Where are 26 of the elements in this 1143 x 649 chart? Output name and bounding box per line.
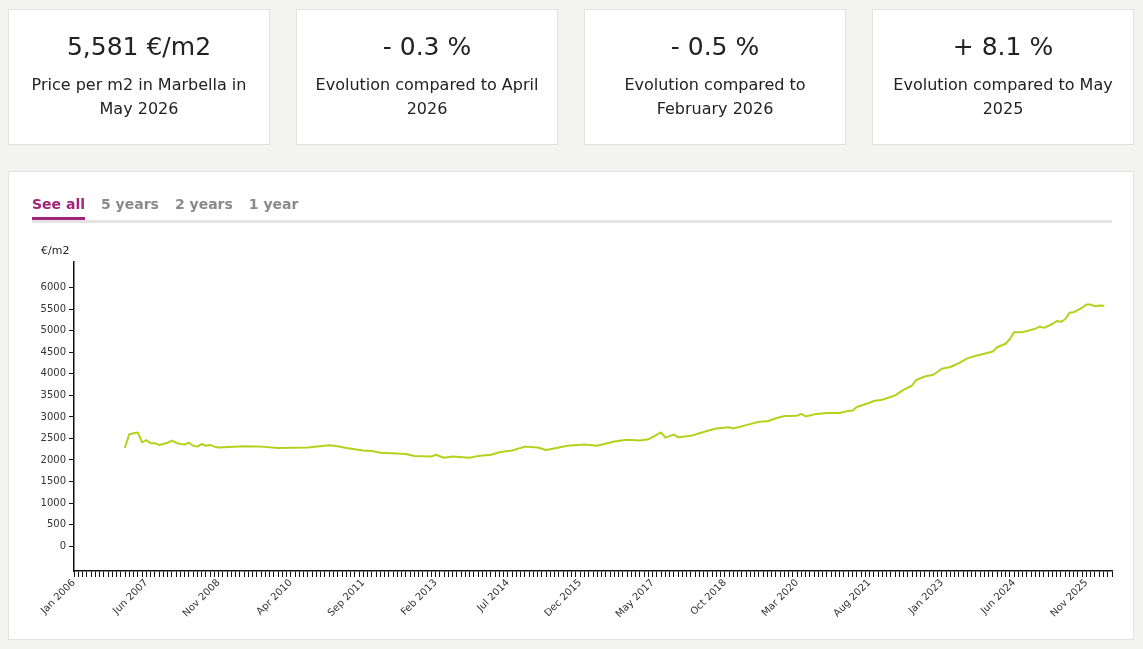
y-tick-label: 0: [59, 539, 66, 551]
y-tick-label: 4000: [40, 367, 66, 379]
y-tick-label: 1000: [40, 496, 66, 508]
y-tick-label: 3500: [40, 389, 66, 401]
y-tick-label: 2500: [40, 432, 66, 444]
text: Evolution compared to May 2025: [892, 74, 1114, 120]
text: 1 year: [248, 196, 299, 214]
y-tick-label: 4500: [40, 345, 66, 357]
text: 5,581 €/m2: [65, 32, 213, 61]
text: Evolution compared to April 2026: [314, 74, 540, 120]
text: 2 years: [174, 196, 233, 214]
y-axis-title: €/m2: [41, 244, 70, 257]
text: + 8.1 %: [951, 32, 1055, 61]
text: 5 years: [101, 196, 159, 214]
text: - 0.5 %: [669, 32, 761, 61]
y-tick-label: 2000: [40, 453, 66, 465]
text: Price per m2 in Marbella in May 2026: [30, 74, 248, 120]
text: Evolution compared to February 2026: [623, 74, 807, 120]
y-tick-label: 5000: [40, 324, 66, 336]
y-tick-label: 500: [46, 518, 66, 530]
y-tick-label: 3000: [40, 410, 66, 422]
y-tick-label: 6000: [40, 281, 66, 293]
y-tick-label: 5500: [40, 302, 66, 314]
y-tick-label: 1500: [40, 475, 66, 487]
text: - 0.3 %: [381, 32, 473, 61]
text: See all: [32, 196, 85, 220]
